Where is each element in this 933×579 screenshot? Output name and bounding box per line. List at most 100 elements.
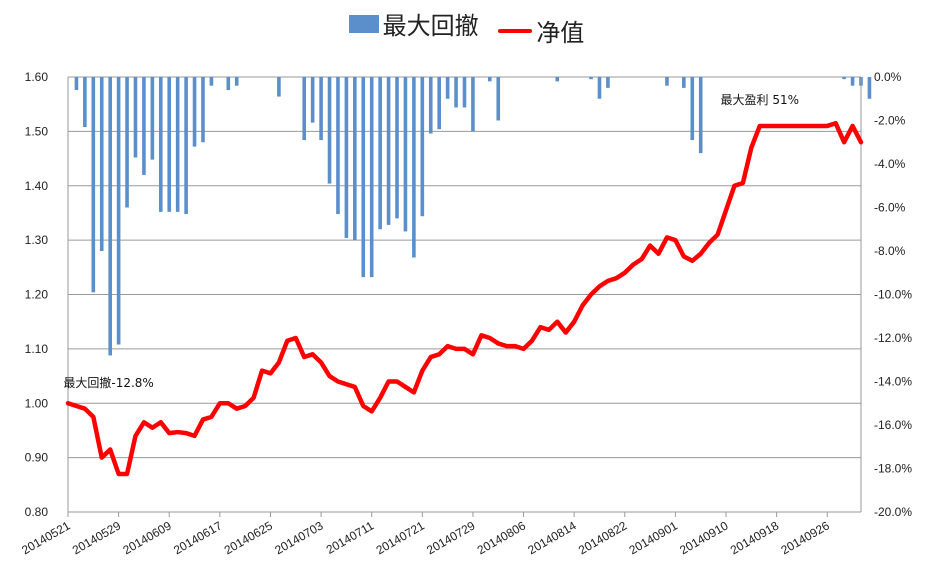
right-axis-labels: 0.0% -2.0% -4.0% -6.0% -8.0% -10.0% -12.0% -14.… [874,70,912,519]
drawdown-bar [83,77,87,128]
drawdown-bar [209,77,214,86]
x-tick-label: 20140822 [576,518,630,557]
legend-label-drawdown: 最大回撤 [382,12,479,40]
left-tick-label: 1.60 [25,70,49,84]
x-tick-label: 20140918 [728,518,782,557]
max-profit-annotation: 最大盈利 51% [721,93,800,107]
x-tick-label: 20140814 [525,518,579,557]
drawdown-bar [192,77,197,147]
x-tick-label: 20140625 [222,518,276,557]
drawdown-bar [698,77,703,154]
drawdown-bar [842,77,846,80]
x-tick-label: 20140721 [374,518,428,557]
chart-axes [67,77,862,517]
drawdown-bar [353,77,357,241]
drawdown-bar [597,77,602,99]
drawdown-bar [125,77,129,208]
left-tick-label: 1.40 [25,179,49,193]
x-tick-label: 20140806 [475,518,529,557]
left-tick-label: 1.10 [25,342,49,356]
drawdown-bar [133,77,138,158]
legend-item-drawdown: 最大回撤 [348,6,479,41]
x-tick-label: 20140711 [324,518,377,557]
right-tick-label: -20.0% [874,505,912,519]
legend-item-nav: 净值 [498,13,584,48]
right-tick-label: -10.0% [874,288,912,302]
drawdown-bar [488,77,492,82]
drawdown-bar [690,77,695,141]
drawdown-bar [445,77,450,99]
drawdown-bar [606,77,610,88]
drawdown-bar [496,77,501,121]
left-tick-label: 1.50 [25,124,49,138]
right-tick-label: -8.0% [874,244,906,258]
left-tick-label: 1.00 [25,396,49,410]
drawdown-bar [369,77,374,278]
drawdown-bar [555,77,560,82]
drawdown-bar [108,77,112,356]
drawdown-bar [99,77,104,251]
drawdown-bar [302,77,307,141]
right-tick-label: -6.0% [874,201,906,215]
drawdown-bar [386,77,391,225]
drawdown-bar [226,77,231,91]
x-tick-label: 20140901 [627,518,681,557]
drawdown-bar [234,77,239,86]
x-tick-label: 20140703 [272,518,326,557]
nav-line [65,120,864,477]
right-tick-label: -16.0% [874,418,912,432]
legend-swatch-drawdown [348,14,379,33]
drawdown-bar [454,77,458,108]
drawdown-bar [361,77,366,278]
drawdown-bar [403,77,408,232]
drawdown-bar [175,77,180,212]
drawdown-bar [850,77,855,86]
drawdown-bar [310,77,315,123]
drawdown-bar [116,77,121,345]
x-tick-label: 20140910 [677,518,731,557]
left-axis-labels: 0.80 0.90 1.00 1.10 1.20 1.30 1.40 1.50 1.60 [25,70,49,519]
drawdown-bars [74,77,872,356]
drawdown-bar [378,77,382,230]
drawdown-bar [867,77,872,99]
right-tick-label: -4.0% [874,157,906,171]
drawdown-bar [462,77,467,108]
left-tick-label: 1.30 [25,233,49,247]
right-tick-label: -14.0% [874,375,912,389]
legend-label-nav: 净值 [536,19,585,47]
drawdown-bar [420,77,425,217]
drawdown-bar [277,77,281,97]
left-tick-label: 1.20 [25,288,49,302]
annotations: 最大回撤-12.8% 最大盈利 51% [63,93,799,390]
right-tick-label: -2.0% [874,114,906,128]
drawdown-bar [327,77,332,184]
drawdown-bar [589,77,593,80]
right-tick-label: -18.0% [874,462,912,476]
drawdown-bar [158,77,163,212]
drawdown-bar [682,77,686,88]
drawdown-bar [395,77,399,219]
drawdown-bar [91,77,96,293]
left-tick-label: 0.80 [25,505,49,519]
drawdown-bar [428,77,433,134]
drawdown-bar [471,77,475,132]
drawdown-bar [142,77,146,175]
max-drawdown-annotation: 最大回撤-12.8% [63,375,153,390]
x-tick-label: 20140521 [19,518,73,557]
x-axis-labels: 2014052120140529201406092014061720140625… [19,518,832,557]
drawdown-bar [150,77,155,160]
chart-legend: 最大回撤 净值 [0,6,933,48]
drawdown-bar [184,77,188,215]
x-tick-label: 20140617 [171,518,225,557]
drawdown-bar [201,77,205,143]
drawdown-bar [344,77,349,238]
legend-swatch-nav [498,28,533,33]
right-tick-label: 0.0% [874,70,902,84]
drawdown-bar [167,77,172,212]
drawdown-bar [74,77,79,91]
x-tick-label: 20140609 [120,518,174,557]
x-tick-label: 20140529 [70,518,124,557]
drawdown-bar [437,77,441,130]
drawdown-bar [319,77,323,141]
